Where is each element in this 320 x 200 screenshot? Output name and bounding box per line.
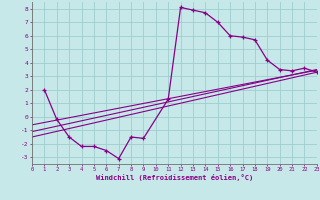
X-axis label: Windchill (Refroidissement éolien,°C): Windchill (Refroidissement éolien,°C) <box>96 174 253 181</box>
